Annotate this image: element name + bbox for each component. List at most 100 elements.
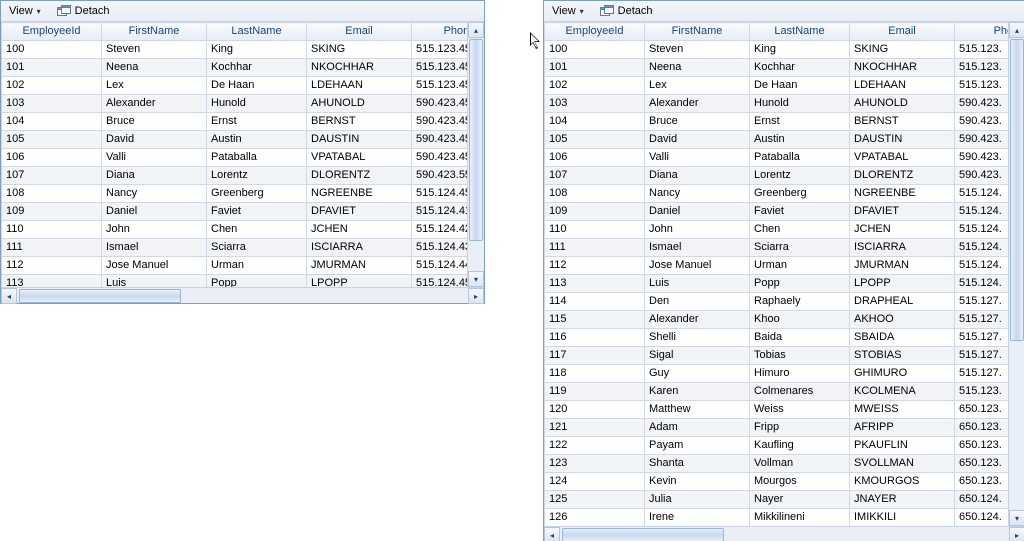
cell[interactable]: 125 [545, 491, 645, 509]
cell[interactable]: Bruce [645, 113, 750, 131]
cell[interactable]: Valli [645, 149, 750, 167]
cell[interactable]: 111 [2, 239, 102, 257]
table-row[interactable]: 105DavidAustinDAUSTIN590.423. [545, 131, 1024, 149]
vertical-scrollbar[interactable]: ▴ ▾ [467, 22, 484, 287]
cell[interactable]: Shelli [645, 329, 750, 347]
scroll-thumb[interactable] [1010, 39, 1024, 341]
table-row[interactable]: 112Jose ManuelUrmanJMURMAN515.124. [545, 257, 1024, 275]
cell[interactable]: Kochhar [750, 59, 850, 77]
cell[interactable]: 123 [545, 455, 645, 473]
cell[interactable]: SVOLLMAN [850, 455, 955, 473]
cell[interactable]: Nayer [750, 491, 850, 509]
cell[interactable]: 113 [545, 275, 645, 293]
cell[interactable]: SKING [307, 41, 412, 59]
cell[interactable]: AFRIPP [850, 419, 955, 437]
cell[interactable]: Mourgos [750, 473, 850, 491]
cell[interactable]: 103 [545, 95, 645, 113]
cell[interactable]: Chen [207, 221, 307, 239]
cell[interactable]: Nancy [645, 185, 750, 203]
table-row[interactable]: 125JuliaNayerJNAYER650.124. [545, 491, 1024, 509]
scroll-up-button[interactable]: ▴ [468, 22, 484, 38]
cell[interactable]: 124 [545, 473, 645, 491]
cell[interactable]: Mikkilineni [750, 509, 850, 527]
cell[interactable]: Jose Manuel [102, 257, 207, 275]
table-row[interactable]: 109DanielFavietDFAVIET515.124.416 [2, 203, 485, 221]
detach-button[interactable]: Detach [596, 4, 657, 18]
cell[interactable]: Austin [750, 131, 850, 149]
cell[interactable]: Kevin [645, 473, 750, 491]
col-header[interactable]: LastName [750, 23, 850, 41]
cell[interactable]: DFAVIET [850, 203, 955, 221]
cell[interactable]: Alexander [102, 95, 207, 113]
cell[interactable]: IMIKKILI [850, 509, 955, 527]
cell[interactable]: NKOCHHAR [850, 59, 955, 77]
table-row[interactable]: 118GuyHimuroGHIMURO515.127. [545, 365, 1024, 383]
cell[interactable]: Baida [750, 329, 850, 347]
cell[interactable]: JNAYER [850, 491, 955, 509]
cell[interactable]: JMURMAN [307, 257, 412, 275]
cell[interactable]: Alexander [645, 311, 750, 329]
cell[interactable]: AHUNOLD [307, 95, 412, 113]
horizontal-scrollbar[interactable]: ◂ ▸ [1, 287, 484, 303]
cell[interactable]: SBAIDA [850, 329, 955, 347]
cell[interactable]: 100 [2, 41, 102, 59]
cell[interactable]: Sciarra [207, 239, 307, 257]
cell[interactable]: Jose Manuel [645, 257, 750, 275]
cell[interactable]: JMURMAN [850, 257, 955, 275]
table-row[interactable]: 115AlexanderKhooAKHOO515.127. [545, 311, 1024, 329]
table-row[interactable]: 110JohnChenJCHEN515.124. [545, 221, 1024, 239]
cell[interactable]: Irene [645, 509, 750, 527]
cell[interactable]: Luis [102, 275, 207, 288]
table-row[interactable]: 101NeenaKochharNKOCHHAR515.123.456 [2, 59, 485, 77]
cell[interactable]: 111 [545, 239, 645, 257]
table-row[interactable]: 126IreneMikkilineniIMIKKILI650.124. [545, 509, 1024, 527]
scroll-thumb[interactable] [469, 39, 483, 241]
table-row[interactable]: 114DenRaphaelyDRAPHEAL515.127. [545, 293, 1024, 311]
cell[interactable]: Himuro [750, 365, 850, 383]
table-row[interactable]: 106ValliPataballaVPATABAL590.423.456 [2, 149, 485, 167]
cell[interactable]: 126 [545, 509, 645, 527]
col-header[interactable]: LastName [207, 23, 307, 41]
cell[interactable]: Pataballa [750, 149, 850, 167]
cell[interactable]: NGREENBE [850, 185, 955, 203]
cell[interactable]: NGREENBE [307, 185, 412, 203]
scroll-right-button[interactable]: ▸ [468, 288, 484, 304]
cell[interactable]: Den [645, 293, 750, 311]
cell[interactable]: Popp [207, 275, 307, 288]
cell[interactable]: Popp [750, 275, 850, 293]
cell[interactable]: 101 [545, 59, 645, 77]
cell[interactable]: 109 [545, 203, 645, 221]
cell[interactable]: AHUNOLD [850, 95, 955, 113]
cell[interactable]: DFAVIET [307, 203, 412, 221]
cell[interactable]: King [207, 41, 307, 59]
cell[interactable]: 107 [545, 167, 645, 185]
cell[interactable]: Julia [645, 491, 750, 509]
cell[interactable]: Lex [645, 77, 750, 95]
table-row[interactable]: 111IsmaelSciarraISCIARRA515.124.436 [2, 239, 485, 257]
cell[interactable]: AKHOO [850, 311, 955, 329]
cell[interactable]: John [102, 221, 207, 239]
table-row[interactable]: 112Jose ManuelUrmanJMURMAN515.124.446 [2, 257, 485, 275]
table-row[interactable]: 106ValliPataballaVPATABAL590.423. [545, 149, 1024, 167]
col-header[interactable]: EmployeeId [2, 23, 102, 41]
cell[interactable]: David [102, 131, 207, 149]
table-row[interactable]: 107DianaLorentzDLORENTZ590.423. [545, 167, 1024, 185]
cell[interactable]: VPATABAL [307, 149, 412, 167]
cell[interactable]: Colmenares [750, 383, 850, 401]
table-row[interactable]: 113LuisPoppLPOPP515.124. [545, 275, 1024, 293]
cell[interactable]: Austin [207, 131, 307, 149]
cell[interactable]: King [750, 41, 850, 59]
cell[interactable]: 106 [2, 149, 102, 167]
cell[interactable]: Matthew [645, 401, 750, 419]
cell[interactable]: STOBIAS [850, 347, 955, 365]
table-row[interactable]: 111IsmaelSciarraISCIARRA515.124. [545, 239, 1024, 257]
cell[interactable]: Ismael [102, 239, 207, 257]
table-row[interactable]: 120MatthewWeissMWEISS650.123. [545, 401, 1024, 419]
view-menu-button[interactable]: View ▾ [548, 4, 588, 18]
table-row[interactable]: 110JohnChenJCHEN515.124.426 [2, 221, 485, 239]
cell[interactable]: Alexander [645, 95, 750, 113]
cell[interactable]: Bruce [102, 113, 207, 131]
cell[interactable]: Guy [645, 365, 750, 383]
cell[interactable]: Steven [102, 41, 207, 59]
cell[interactable]: DAUSTIN [850, 131, 955, 149]
